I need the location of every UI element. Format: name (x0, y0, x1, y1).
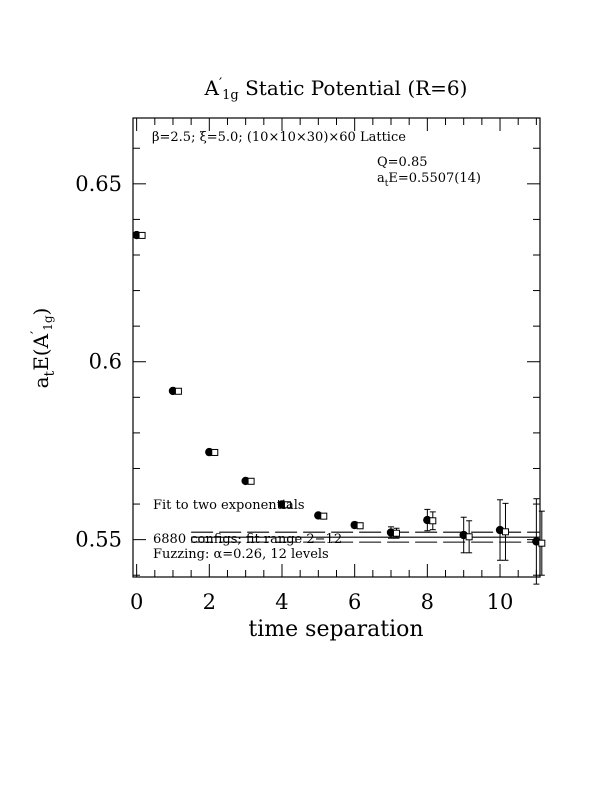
y-tick-labels: 0.55 0.6 0.65 (75, 172, 122, 552)
data-point-square (501, 528, 509, 536)
x-tick-label: 2 (203, 590, 216, 614)
configs-annotation: 6880 configs; fit range 2−12 (153, 532, 342, 547)
chart-title: A′1g Static Potential (R=6) (204, 76, 468, 103)
y-tick-label: 0.65 (75, 172, 122, 196)
data-point-square (538, 539, 546, 547)
data-point-square (465, 533, 473, 541)
data-point-square (392, 529, 400, 537)
data-point-square (247, 477, 255, 485)
x-tick-label: 6 (348, 590, 361, 614)
fuzzing-annotation: Fuzzing: α=0.26, 12 levels (153, 547, 329, 562)
x-tick-label: 8 (421, 590, 434, 614)
lattice-annotation: β=2.5; ξ=5.0; (10×10×30)×60 Lattice (152, 130, 406, 145)
y-tick-label: 0.6 (89, 350, 122, 374)
energy-annotation: atE=0.5507(14) (377, 171, 481, 189)
data-point-square (283, 501, 291, 509)
data-point-square (138, 231, 146, 239)
data-points (132, 230, 546, 585)
data-point-square (429, 517, 437, 525)
data-point-square (320, 512, 328, 520)
x-tick-label: 4 (275, 590, 288, 614)
x-tick-label: 0 (130, 590, 143, 614)
data-point-square (174, 387, 182, 395)
y-axis-label: atE(A′1g) (29, 308, 58, 389)
x-axis-label: time separation (248, 617, 423, 642)
fit-annotation: Fit to two exponentials (153, 498, 305, 513)
x-tick-label: 10 (487, 590, 514, 614)
data-point-square (356, 522, 364, 530)
fit-band (191, 531, 540, 543)
x-tick-labels: 0 2 4 6 8 10 (130, 590, 513, 614)
data-point-square (211, 448, 219, 456)
y-tick-label: 0.55 (75, 528, 122, 552)
q-value-annotation: Q=0.85 (377, 155, 428, 170)
